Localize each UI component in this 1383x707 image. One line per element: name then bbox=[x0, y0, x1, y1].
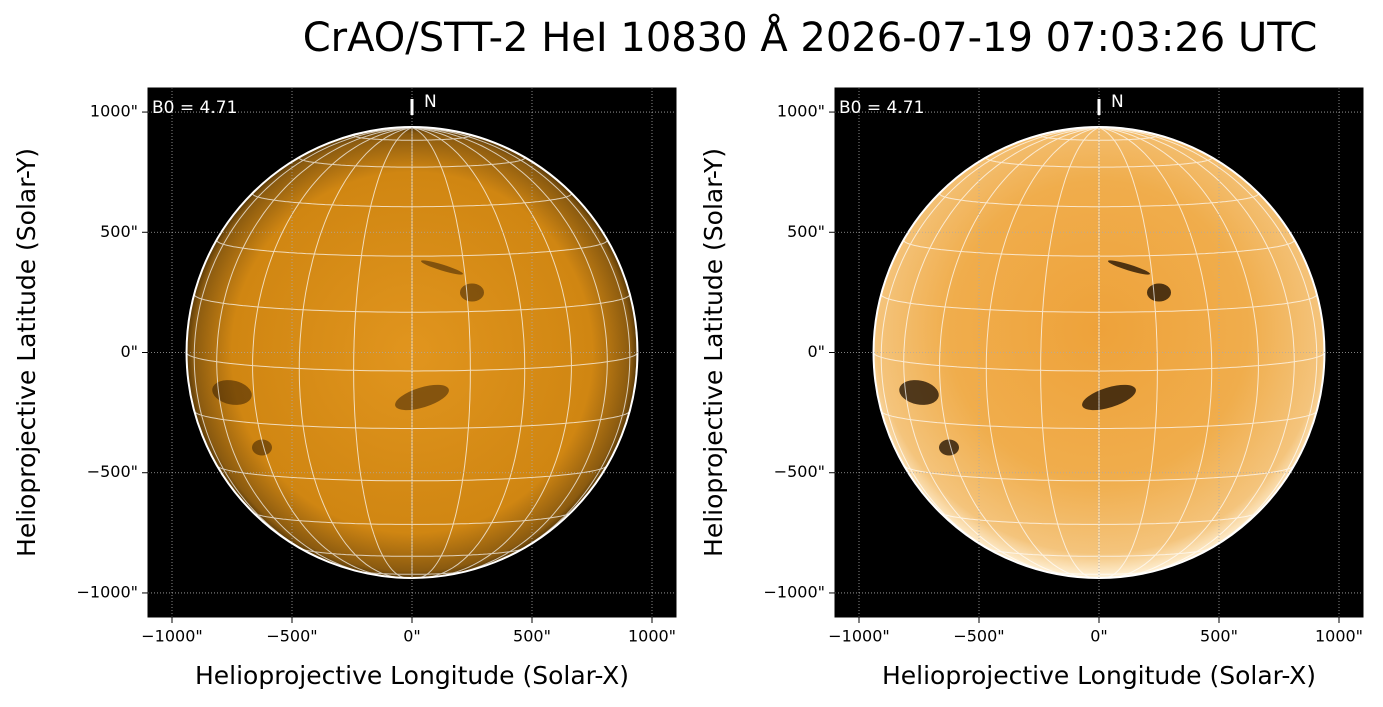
x-tick-label: 0" bbox=[1090, 627, 1108, 646]
dark-feature bbox=[252, 439, 272, 456]
figure-title: CrAO/STT-2 HeI 10830 Å 2026-07-19 07:03:… bbox=[303, 13, 1318, 61]
grid-curve bbox=[940, 512, 1258, 525]
grid-curve bbox=[216, 127, 413, 576]
grid-curve bbox=[216, 465, 608, 482]
heliographic-grid bbox=[873, 127, 1325, 579]
y-tick-label: −500" bbox=[87, 462, 138, 481]
grid-curve bbox=[411, 127, 471, 579]
grid-curve bbox=[1098, 127, 1213, 579]
y-tick-label: −1000" bbox=[764, 582, 825, 601]
x-tick-label: −1000" bbox=[828, 627, 889, 646]
grid-curve bbox=[985, 157, 1213, 168]
north-label: N bbox=[1111, 92, 1124, 112]
dark-feature bbox=[1147, 283, 1171, 302]
grid-curve bbox=[903, 127, 1100, 576]
dark-feature bbox=[420, 260, 464, 275]
dark-feature bbox=[1107, 260, 1151, 275]
grid-curve bbox=[903, 465, 1295, 482]
grid-curve bbox=[253, 512, 571, 525]
grid-curve bbox=[411, 127, 572, 578]
x-tick-label: 500" bbox=[513, 627, 551, 646]
grid-curve bbox=[411, 127, 526, 579]
north-label: N bbox=[424, 92, 437, 112]
dark-feature bbox=[899, 380, 939, 405]
x-tick-label: 0" bbox=[403, 627, 421, 646]
grid-curve bbox=[298, 157, 526, 168]
y-tick-label: −500" bbox=[774, 462, 825, 481]
y-tick-label: 0" bbox=[120, 342, 138, 361]
grid-curve bbox=[939, 127, 1100, 578]
y-tick-label: 500" bbox=[100, 222, 138, 241]
grid-curve bbox=[252, 193, 572, 208]
grid-curve bbox=[1098, 127, 1158, 579]
y-axis-label: Helioprojective Latitude (Solar-Y) bbox=[699, 148, 728, 557]
x-axis-label: Helioprojective Longitude (Solar-X) bbox=[882, 661, 1316, 690]
grid-curve bbox=[353, 135, 471, 141]
dark-feature bbox=[460, 283, 484, 302]
x-tick-label: 1000" bbox=[1315, 627, 1363, 646]
grid-curve bbox=[298, 127, 413, 579]
annotation: B0 = 4.71 bbox=[839, 98, 924, 118]
axes-frame bbox=[147, 87, 677, 618]
x-tick-label: −500" bbox=[266, 627, 317, 646]
x-tick-label: −500" bbox=[953, 627, 1004, 646]
grid-curve bbox=[252, 127, 413, 578]
y-tick-label: 1000" bbox=[777, 102, 825, 121]
y-axis-label: Helioprojective Latitude (Solar-Y) bbox=[12, 148, 41, 557]
y-tick-label: 500" bbox=[787, 222, 825, 241]
annotation: B0 = 4.71 bbox=[152, 98, 237, 118]
grid-curve bbox=[880, 410, 1318, 429]
grid-curve bbox=[939, 193, 1259, 208]
grid-curve bbox=[193, 294, 631, 313]
grid-curve bbox=[1040, 127, 1100, 579]
grid-curve bbox=[1098, 127, 1295, 576]
x-axis-label: Helioprojective Longitude (Solar-X) bbox=[195, 661, 629, 690]
x-tick-label: −1000" bbox=[141, 627, 202, 646]
grid-curve bbox=[985, 127, 1100, 579]
grid-curve bbox=[411, 127, 608, 576]
grid-curve bbox=[353, 127, 413, 579]
dark-feature bbox=[395, 384, 449, 411]
dark-feature bbox=[939, 439, 959, 456]
grid-curve bbox=[880, 294, 1318, 313]
axes-frame bbox=[834, 87, 1364, 618]
x-tick-label: 1000" bbox=[628, 627, 676, 646]
dark-feature bbox=[212, 380, 252, 405]
x-tick-label: 500" bbox=[1200, 627, 1238, 646]
grid-curve bbox=[1040, 135, 1158, 141]
y-tick-label: −1000" bbox=[77, 582, 138, 601]
dark-feature bbox=[1082, 384, 1136, 411]
y-tick-label: 0" bbox=[807, 342, 825, 361]
grid-curve bbox=[1098, 127, 1259, 578]
y-tick-label: 1000" bbox=[90, 102, 138, 121]
grid-curve bbox=[193, 410, 631, 429]
